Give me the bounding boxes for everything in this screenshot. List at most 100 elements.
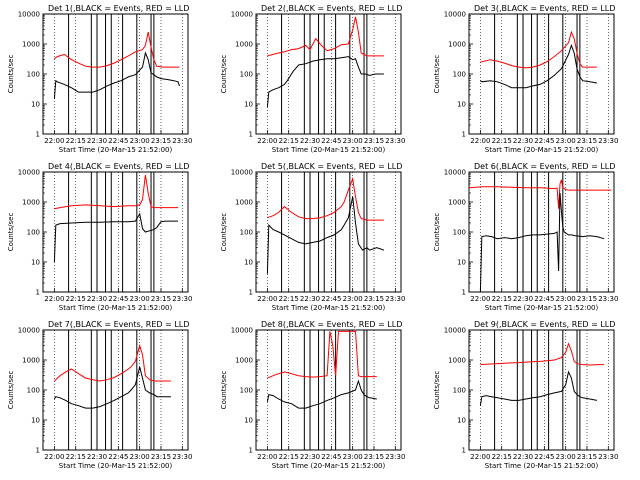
lld-series-line <box>54 174 178 210</box>
y-tick-label: 10000 <box>444 327 466 335</box>
x-axis-label: Start Time (20-Mar-15 21:52:00) <box>59 146 173 154</box>
x-tick-label: 23:30 <box>385 137 405 145</box>
x-tick-label: 22:45 <box>534 137 554 145</box>
y-tick-label: 1 <box>36 131 40 139</box>
x-tick-label: 22:15 <box>66 137 86 145</box>
y-tick-label: 1 <box>249 289 253 297</box>
panel-title: Det 3(,BLACK = Events, RED = LLD <box>474 4 615 13</box>
x-tick-label: 23:15 <box>151 137 171 145</box>
x-tick-label: 22:30 <box>87 453 107 461</box>
x-tick-label: 23:30 <box>598 453 618 461</box>
plot-frame <box>468 13 615 135</box>
x-tick-label: 23:00 <box>130 137 150 145</box>
y-axis-label: Counts/sec <box>433 213 441 252</box>
x-axis-label: Start Time (20-Mar-15 21:52:00) <box>485 462 599 470</box>
y-tick-label: 10000 <box>18 11 40 19</box>
x-tick-label: 23:30 <box>598 137 618 145</box>
y-axis-label: Counts/sec <box>220 55 228 94</box>
panel-title: Det 8(,BLACK = Events, RED = LLD <box>261 320 402 329</box>
y-tick-label: 10000 <box>231 169 253 177</box>
y-tick-label: 10 <box>457 101 466 109</box>
x-axis-label: Start Time (20-Mar-15 21:52:00) <box>485 304 599 312</box>
y-tick-label: 1000 <box>448 357 466 365</box>
lld-series-line <box>267 16 384 57</box>
x-tick-label: 22:15 <box>66 295 86 303</box>
panel-title: Det 2(,BLACK = Events, RED = LLD <box>261 4 402 13</box>
x-tick-label: 23:15 <box>364 137 384 145</box>
panel-title: Det 6(,BLACK = Events, RED = LLD <box>474 162 615 171</box>
x-tick-label: 22:15 <box>66 453 86 461</box>
lld-series-line <box>480 342 604 366</box>
y-tick-label: 10000 <box>231 11 253 19</box>
y-tick-label: 100 <box>240 387 253 395</box>
x-tick-label: 23:30 <box>385 453 405 461</box>
x-axis-label: Start Time (20-Mar-15 21:52:00) <box>485 146 599 154</box>
x-tick-label: 22:30 <box>87 137 107 145</box>
y-tick-label: 1 <box>36 289 40 297</box>
y-tick-label: 10 <box>31 101 40 109</box>
x-tick-label: 22:00 <box>44 295 64 303</box>
x-tick-label: 23:30 <box>385 295 405 303</box>
x-tick-label: 22:15 <box>279 295 299 303</box>
x-tick-label: 22:00 <box>470 295 490 303</box>
y-axis-label: Counts/sec <box>7 55 15 94</box>
x-tick-label: 22:45 <box>321 295 341 303</box>
y-tick-label: 10000 <box>444 11 466 19</box>
y-tick-label: 100 <box>453 71 466 79</box>
y-tick-label: 10 <box>31 259 40 267</box>
panel-6: Det 6(,BLACK = Events, RED = LLD 22:00 22:… <box>433 162 618 312</box>
x-tick-label: 22:30 <box>513 295 533 303</box>
y-tick-label: 1000 <box>22 41 40 49</box>
y-tick-label: 1 <box>36 447 40 455</box>
y-tick-label: 100 <box>240 71 253 79</box>
events-series-line <box>480 43 597 89</box>
plot-frame <box>468 329 615 451</box>
lld-series-line <box>468 179 612 209</box>
y-tick-label: 1 <box>249 131 253 139</box>
events-series-line <box>479 370 597 406</box>
panel-title: Det 4(,BLACK = Events, RED = LLD <box>48 162 189 171</box>
y-tick-label: 10 <box>244 417 253 425</box>
lld-series-line <box>54 31 180 68</box>
y-tick-label: 10000 <box>18 169 40 177</box>
x-axis-label: Start Time (20-Mar-15 21:52:00) <box>59 462 173 470</box>
y-tick-label: 100 <box>27 229 40 237</box>
y-tick-label: 100 <box>27 71 40 79</box>
x-tick-label: 23:00 <box>556 453 576 461</box>
y-tick-label: 10 <box>244 101 253 109</box>
x-tick-label: 23:30 <box>172 453 192 461</box>
y-tick-label: 1000 <box>448 41 466 49</box>
x-tick-label: 22:45 <box>108 295 128 303</box>
x-axis-label: Start Time (20-Mar-15 21:52:00) <box>59 304 173 312</box>
x-tick-label: 23:15 <box>577 453 597 461</box>
x-tick-label: 22:30 <box>300 295 320 303</box>
y-tick-label: 1 <box>462 131 466 139</box>
panel-title: Det 1(,BLACK = Events, RED = LLD <box>48 4 189 13</box>
events-series-line <box>266 196 385 274</box>
y-tick-label: 10000 <box>231 327 253 335</box>
y-axis-label: Counts/sec <box>220 371 228 410</box>
y-tick-label: 1000 <box>235 199 253 207</box>
y-tick-label: 10000 <box>18 327 40 335</box>
y-tick-label: 100 <box>453 387 466 395</box>
y-tick-label: 1000 <box>22 199 40 207</box>
x-tick-label: 22:00 <box>470 137 490 145</box>
lld-series-line <box>267 176 384 221</box>
plot-frame <box>42 329 189 451</box>
x-tick-label: 23:15 <box>364 453 384 461</box>
x-tick-label: 22:15 <box>279 453 299 461</box>
lld-series-line <box>54 343 171 382</box>
x-tick-label: 22:45 <box>321 137 341 145</box>
x-tick-label: 22:45 <box>108 453 128 461</box>
events-series-line <box>53 366 171 409</box>
x-tick-label: 22:15 <box>492 453 512 461</box>
plot-frame <box>42 13 189 135</box>
y-tick-label: 1000 <box>235 41 253 49</box>
y-tick-label: 1000 <box>235 357 253 365</box>
